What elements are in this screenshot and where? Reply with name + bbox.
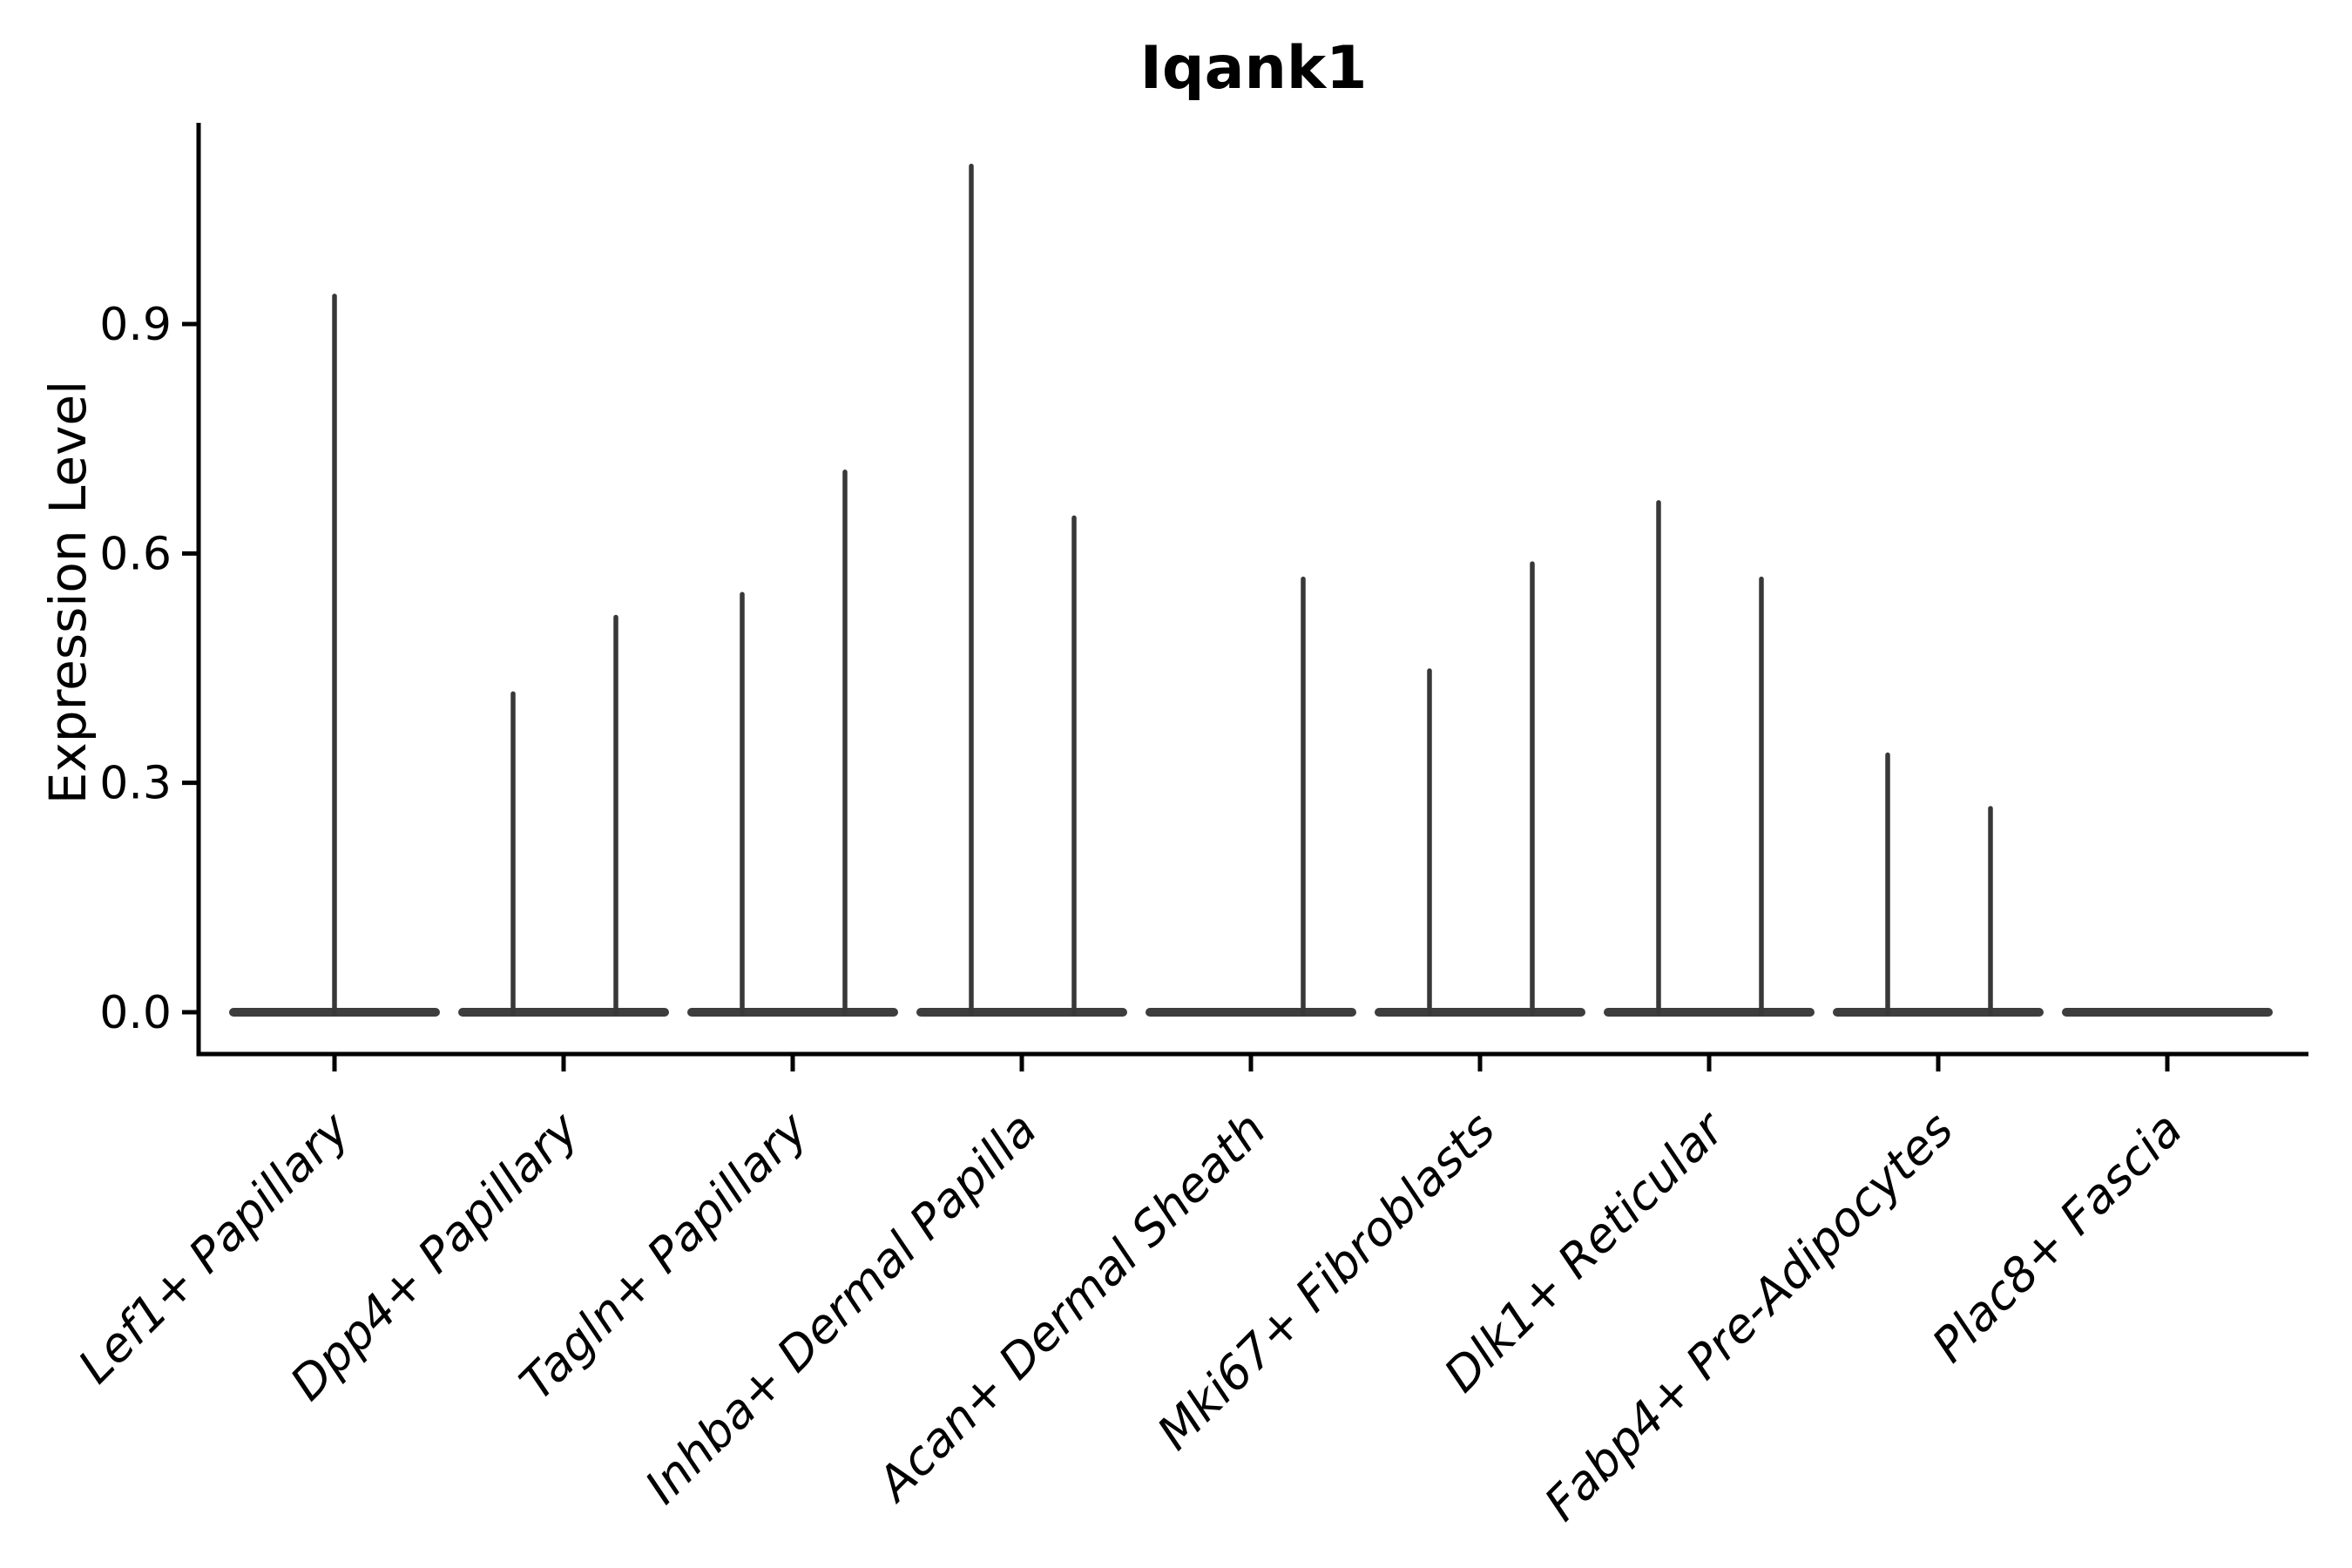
x-tick-label: Plac8+ Fascia (1922, 1102, 2193, 1373)
x-tick-label: Fabp4+ Pre-Adipocytes (1534, 1102, 1963, 1531)
y-tick-label: 0.3 (99, 758, 172, 810)
violin-baseline (2062, 1008, 2273, 1017)
violin-baseline (458, 1008, 669, 1017)
x-tick-label: Acan+ Dermal Sheath (865, 1102, 1276, 1513)
violin-baseline (687, 1008, 898, 1017)
x-tick-label: Inhba+ Dermal Papilla (634, 1102, 1047, 1515)
violin-baseline (1375, 1008, 1585, 1017)
violin-baseline (1604, 1008, 1815, 1017)
violin-baseline (1146, 1008, 1356, 1017)
y-tick-label: 0.6 (99, 528, 172, 580)
axis-spines (196, 123, 2308, 1057)
y-tick-label: 0.0 (99, 987, 172, 1039)
violin-baseline (1833, 1008, 2044, 1017)
violin-baseline (916, 1008, 1127, 1017)
plot-title: Iqank1 (1139, 34, 1368, 103)
y-tick-label: 0.9 (99, 299, 172, 351)
